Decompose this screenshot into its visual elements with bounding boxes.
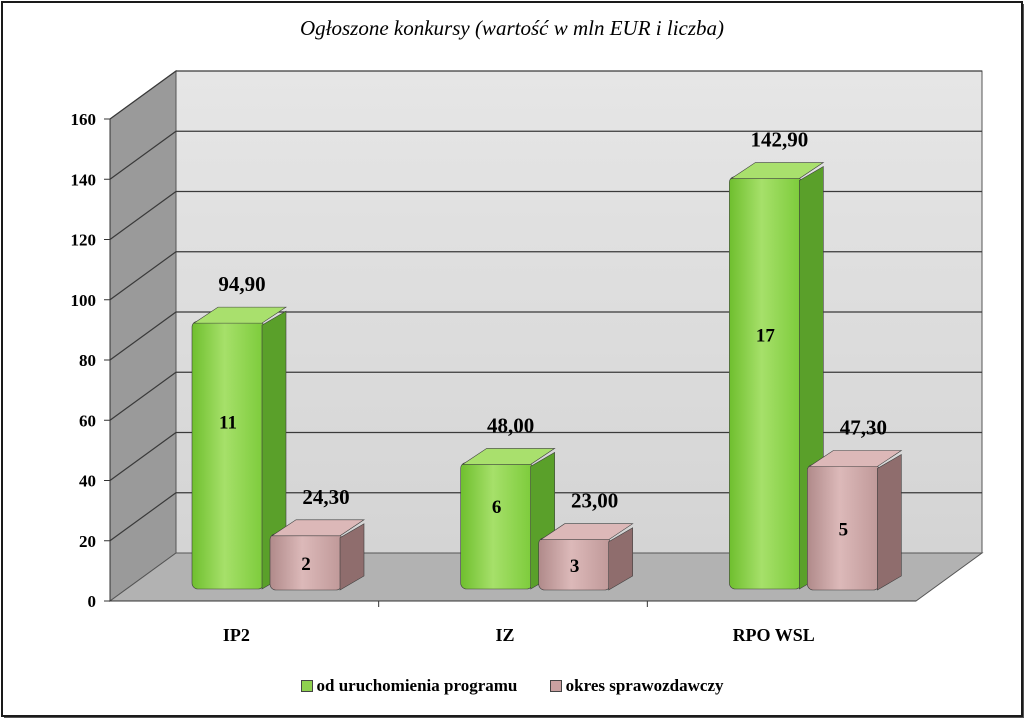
data-label-count: 17	[756, 326, 776, 347]
gridline	[109, 311, 982, 361]
data-label-count: 6	[492, 497, 502, 518]
gridline	[109, 371, 982, 421]
y-tick-label: 60	[79, 411, 96, 430]
bar-green	[460, 462, 533, 590]
legend-item-od-uruchomienia: od uruchomienia programu	[300, 676, 518, 696]
bar-side	[608, 527, 633, 591]
data-label-value: 94,90	[218, 272, 265, 296]
legend-label-okres-sprawozdawczy: okres sprawozdawczy	[565, 676, 724, 695]
bar-green	[191, 320, 265, 590]
gridline	[109, 130, 982, 180]
bar-side	[339, 523, 365, 591]
gridline	[109, 431, 982, 481]
y-tick-label: 100	[71, 291, 97, 310]
y-tick-label: 160	[71, 110, 97, 129]
legend-label-od-uruchomienia: od uruchomienia programu	[316, 676, 518, 695]
legend-swatch-green	[300, 680, 313, 692]
bar-top	[730, 162, 825, 179]
legend: od uruchomienia programu okres sprawozda…	[0, 676, 1024, 697]
legend-swatch-pink	[549, 680, 562, 692]
x-tick-label: IP2	[223, 625, 250, 645]
gridline	[109, 492, 982, 542]
y-tick-label: 120	[71, 231, 97, 250]
chart-title: Ogłoszone konkursy (wartość w mln EUR i …	[299, 16, 725, 40]
bar-side	[877, 453, 902, 591]
y-tick-label: 20	[79, 532, 96, 551]
data-label-count: 3	[570, 556, 580, 577]
data-label-value: 23,00	[571, 489, 618, 513]
data-label-value: 48,00	[487, 413, 534, 437]
bar-top	[461, 448, 556, 465]
x-tick-label: RPO WSL	[733, 625, 815, 645]
gridline	[109, 70, 982, 120]
bar-top	[193, 306, 287, 324]
y-tick-label: 80	[79, 351, 96, 370]
gridline	[109, 190, 982, 240]
data-label-count: 2	[301, 554, 311, 575]
data-label-value: 142,90	[750, 128, 808, 152]
bar-top	[271, 519, 365, 537]
data-label-value: 24,30	[302, 485, 349, 509]
data-label-count: 11	[219, 412, 237, 433]
y-tick-label: 0	[88, 592, 97, 611]
y-tick-label: 140	[71, 170, 97, 189]
data-label-value: 47,30	[840, 416, 887, 440]
bar-top	[539, 523, 634, 541]
data-label-count: 5	[839, 519, 849, 540]
legend-item-okres-sprawozdawczy: okres sprawozdawczy	[549, 676, 724, 696]
bar-green	[729, 176, 802, 590]
bar-top	[808, 450, 903, 467]
x-tick-label: IZ	[495, 625, 514, 645]
gridline	[109, 251, 982, 301]
y-tick-label: 40	[79, 472, 96, 491]
